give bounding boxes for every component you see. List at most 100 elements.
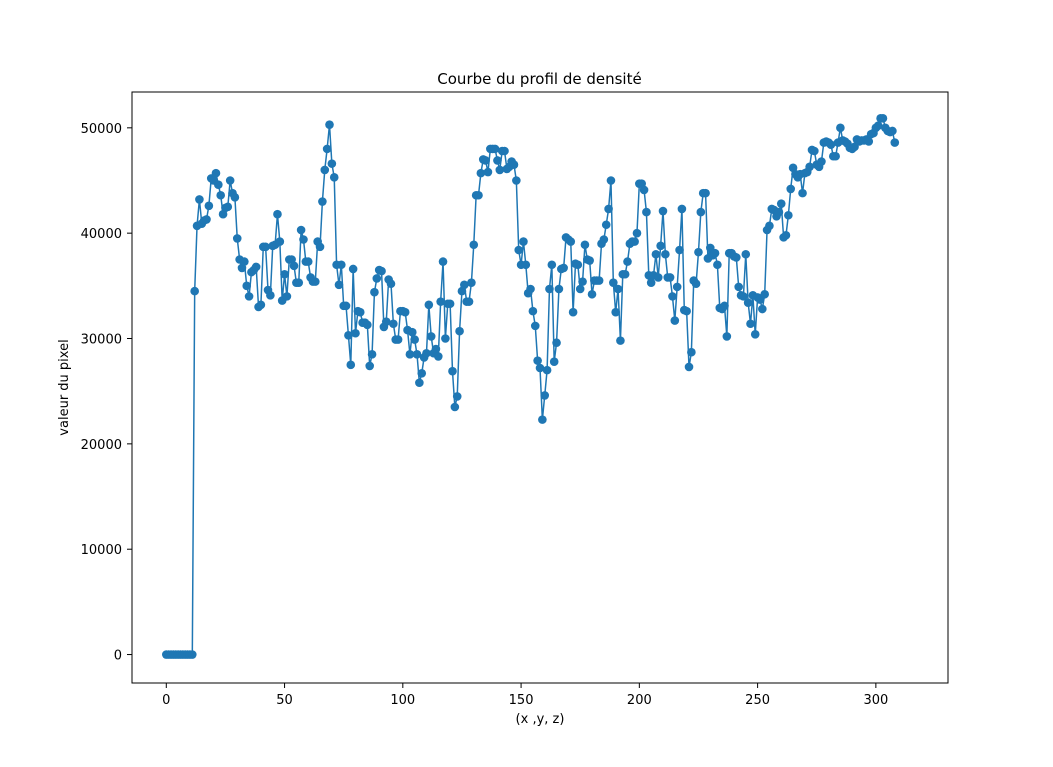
data-point [611,307,620,317]
data-point [873,121,883,131]
data-point [256,300,266,310]
y-tick-label: 20000 [81,438,122,453]
data-point [831,151,840,161]
data-point [318,197,327,206]
data-point [370,287,379,297]
data-point [552,338,561,348]
data-point [765,221,774,231]
data-point [746,319,755,329]
x-axis-label: (x ,y, z) [516,712,565,727]
data-point [533,356,542,365]
data-point [646,278,656,287]
data-point [559,263,568,273]
data-point [204,201,214,211]
data-point [386,279,396,289]
data-point [734,282,743,292]
data-point [341,301,351,311]
data-point [890,138,900,147]
data-point [261,242,270,252]
data-series [162,114,900,659]
data-point [810,146,819,156]
data-point [672,282,682,292]
data-point [587,289,597,299]
data-point [325,120,334,129]
data-point [691,279,701,289]
data-point [202,215,211,224]
y-tick-label: 10000 [81,543,122,558]
data-point [805,162,814,172]
data-point [365,361,375,371]
axis-ticks: 0 50 100 150 200 250 300 0 10000 20000 30000 40000 5… [81,122,889,708]
data-point [476,168,486,178]
data-point [526,284,535,294]
data-point [623,257,632,266]
data-point [355,307,365,317]
data-point [393,335,403,344]
data-point [653,273,663,282]
data-point [651,249,661,259]
data-point [786,184,796,194]
data-point [528,306,538,316]
data-point [242,281,252,291]
data-point [509,160,519,169]
data-point [299,235,308,244]
y-tick-label: 30000 [81,333,122,348]
data-point [464,297,474,306]
x-tick-label: 100 [390,693,415,708]
data-point [606,176,616,185]
data-point [434,352,443,361]
data-point [549,357,559,366]
data-point [490,144,500,154]
data-point [743,298,753,308]
data-point [303,257,313,266]
data-point [327,159,337,168]
data-point [445,299,455,309]
data-point [294,278,304,287]
data-point [436,297,445,306]
y-tick-label: 40000 [81,227,122,242]
data-point [658,206,668,216]
data-point [363,320,372,330]
data-point [585,256,594,265]
data-point [701,188,710,198]
x-tick-label: 250 [745,693,770,708]
data-point [216,190,225,200]
data-point [450,402,460,412]
data-point [266,291,275,300]
data-point [836,123,845,133]
data-point [639,185,649,195]
data-point [781,230,791,240]
data-point [441,334,450,343]
data-point [495,165,505,175]
data-point [677,204,687,214]
data-point [351,328,360,338]
data-point [519,237,528,246]
data-point [710,248,720,258]
data-point [675,245,684,255]
data-point [656,241,665,251]
data-point [469,240,479,250]
data-point [578,277,587,286]
data-point [668,292,677,301]
data-point [601,220,611,230]
data-point [282,292,292,301]
data-point [346,360,356,370]
data-point [545,284,554,294]
data-point [211,168,221,178]
data-point [344,331,353,340]
data-point [542,365,552,375]
data-point [280,269,289,279]
data-point [240,257,249,266]
y-tick-label: 50000 [81,122,122,137]
data-point [722,332,732,341]
data-point [481,156,490,165]
data-point [400,307,410,317]
data-point [599,235,609,244]
data-point [452,392,462,401]
data-point [467,278,476,287]
data-point [410,335,419,344]
data-point [538,415,547,424]
data-point [448,366,457,376]
data-point [311,277,320,286]
data-point [888,126,897,136]
